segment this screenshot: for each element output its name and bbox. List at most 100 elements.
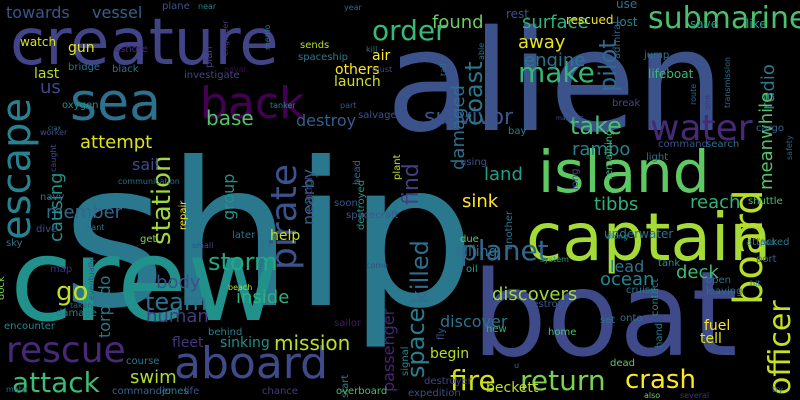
cloud-word: manages	[556, 115, 584, 122]
cloud-word: lead	[610, 257, 644, 276]
cloud-word: discover	[440, 312, 508, 331]
cloud-word: eventually	[87, 258, 96, 300]
cloud-word: storm	[208, 248, 277, 276]
cloud-word: investigate	[184, 70, 240, 81]
cloud-word: island	[538, 138, 710, 206]
cloud-word: due	[460, 234, 479, 245]
cloud-word: navy	[40, 192, 64, 203]
cloud-word: nearby	[299, 169, 318, 225]
cloud-word: alien	[386, 1, 724, 164]
cloud-word: able	[477, 43, 486, 60]
cloud-word: fire	[450, 364, 496, 397]
cloud-word: kill	[366, 45, 377, 54]
cloud-word: signal	[400, 346, 411, 376]
cloud-word: oxygen	[62, 100, 98, 111]
cloud-word: dead	[610, 358, 635, 369]
cloud-word: member	[46, 202, 123, 223]
cloud-word: onto	[620, 313, 643, 324]
cloud-word: remaining	[604, 130, 615, 181]
cloud-word: communication	[118, 177, 180, 186]
cloud-word: jones	[161, 386, 189, 397]
cloud-word: group	[219, 174, 238, 220]
cloud-word: explosion	[257, 234, 266, 272]
cloud-word: board	[726, 189, 772, 305]
cloud-word: open	[706, 275, 731, 286]
cloud-word: attacked	[746, 237, 790, 248]
cloud-word: damage	[56, 308, 97, 319]
cloud-word: reach	[690, 192, 740, 213]
cloud-word: chance	[262, 386, 298, 397]
cloud-word: like	[746, 17, 767, 31]
cloud-word: one	[703, 95, 712, 110]
cloud-word: black	[112, 64, 139, 75]
cloud-word: survivor	[424, 105, 514, 130]
cloud-word: destroy	[296, 111, 356, 130]
cloud-word: inside	[236, 287, 289, 308]
cloud-word: submarine	[648, 1, 800, 36]
cloud-word: must	[372, 65, 392, 74]
cloud-word: spaceship	[298, 52, 348, 63]
cloud-word: engine	[524, 50, 585, 71]
cloud-word: set	[600, 315, 615, 326]
cloud-word: along	[606, 232, 628, 241]
cloud-word: watch	[20, 35, 56, 49]
cloud-word: salvage	[358, 110, 397, 121]
cloud-word: tank	[658, 258, 680, 269]
cloud-word: torpedo	[95, 275, 114, 338]
cloud-word: captain	[526, 199, 771, 276]
cloud-word: long	[570, 168, 581, 190]
cloud-word: bay	[508, 126, 526, 137]
cloud-word: boat	[472, 245, 738, 383]
cloud-word: giant	[84, 223, 104, 232]
cloud-word: jump	[643, 50, 669, 61]
cloud-word: sea	[70, 73, 161, 133]
cloud-word: underwater	[604, 227, 673, 241]
cloud-word: attack	[12, 366, 101, 399]
cloud-word: expedition	[408, 388, 461, 399]
cloud-word: discovers	[492, 284, 577, 305]
cloud-word: sends	[300, 40, 329, 51]
cloud-word: encounter	[4, 321, 56, 332]
cloud-word: u	[514, 361, 519, 370]
cloud-word: sinking	[220, 335, 270, 351]
cloud-word: head	[352, 160, 363, 185]
cloud-word: return	[520, 364, 606, 397]
cloud-word: map	[50, 264, 72, 275]
cloud-word: station	[147, 156, 177, 245]
cloud-word: small	[192, 241, 213, 250]
cloud-word: caught	[49, 144, 58, 172]
cloud-word: pirate	[264, 164, 305, 270]
cloud-word: sailor	[334, 318, 362, 329]
cloud-word: us	[40, 77, 61, 98]
cloud-word: hit	[750, 279, 760, 288]
cloud-word: causing	[46, 172, 67, 242]
cloud-word: ship	[62, 120, 475, 353]
cloud-word: lifeboat	[648, 67, 694, 81]
cloud-word: shuttle	[748, 196, 783, 207]
cloud-word: sink	[462, 191, 499, 212]
cloud-word: pilot	[594, 39, 622, 92]
cloud-word: new	[486, 324, 507, 335]
cloud-word: aboard	[174, 338, 328, 389]
cloud-word: last	[34, 66, 60, 82]
cloud-word: sky	[6, 238, 23, 249]
cloud-word: space	[402, 308, 430, 378]
cloud-word: tell	[700, 331, 722, 347]
cloud-word: later	[232, 230, 256, 241]
cloud-word: go	[56, 277, 88, 307]
cloud-word: fleet	[172, 335, 204, 351]
cloud-word: lost	[616, 15, 638, 29]
cloud-word: rescued	[566, 13, 614, 27]
cloud-word: port	[756, 254, 777, 265]
cloud-word: admiral	[612, 21, 623, 59]
cloud-word: rest	[506, 7, 529, 21]
cloud-word: dive	[36, 224, 57, 235]
cloud-word: deck	[676, 262, 719, 283]
cloud-word: beckett	[486, 380, 539, 396]
cloud-word: destroyer	[424, 376, 473, 387]
cloud-word: plane	[162, 1, 190, 12]
cloud-word: plant	[392, 154, 403, 180]
cloud-word: killing	[456, 244, 497, 260]
